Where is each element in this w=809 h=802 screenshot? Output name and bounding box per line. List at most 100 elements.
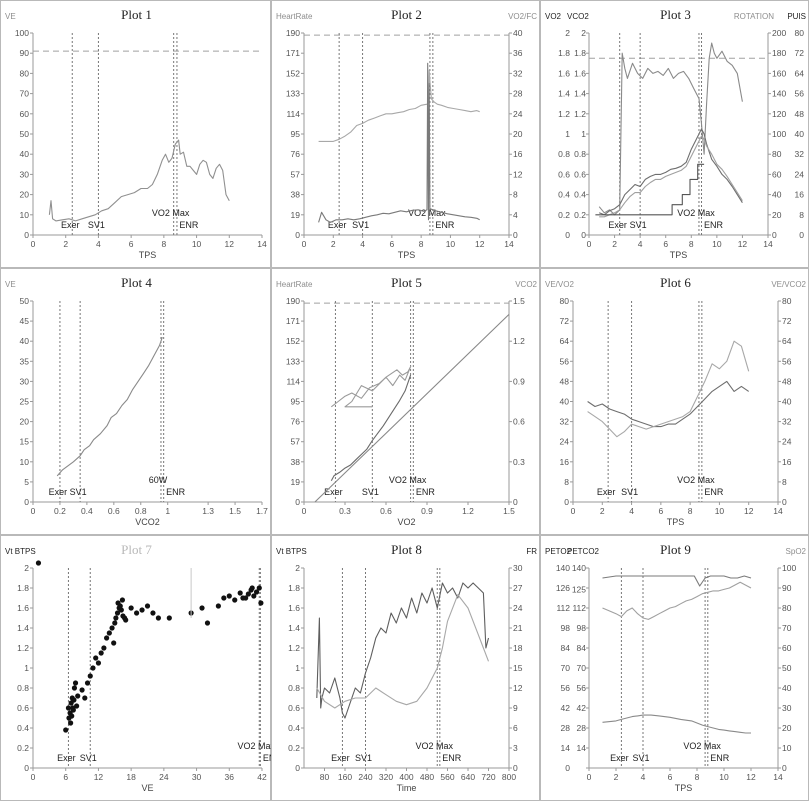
x-tick-label: 14 (773, 506, 783, 516)
y-tick-label: 190 (286, 296, 300, 306)
right-y-tick-label: 0 (513, 763, 518, 773)
data-point (215, 603, 221, 609)
y2-tick-label: 0.2 (574, 210, 586, 220)
right-y-tick-label: 64 (782, 336, 792, 346)
data-point (111, 640, 117, 646)
y-tick-label: 171 (286, 48, 300, 58)
chart-panel-3: Plot 3 VO2 VCO2 ROTATION PUIS 0 0.2 0.4 0.6 0.8 1 1… (540, 0, 809, 268)
y-tick-label: 0 (24, 230, 29, 240)
y2-tick-label: 112 (572, 603, 586, 613)
x-tick-label: 0 (571, 506, 576, 516)
right-y-tick-label: 90 (782, 583, 792, 593)
x-tick-label: 0.8 (135, 506, 147, 516)
y2-tick-label: 70 (577, 663, 587, 673)
right-y-tick-label: 20 (782, 723, 792, 733)
x-tick-label: 6 (129, 239, 134, 249)
right-y-tick-label: 30 (782, 703, 792, 713)
y-tick-label: 112 (556, 603, 570, 613)
right-y2-tick-label: 24 (795, 169, 805, 179)
x-tick-label: 0.6 (380, 506, 392, 516)
chart-panel-8: Plot 8 Vt BTPS FR 0 0.2 0.4 0.6 0.8 1 1.2 1.4 1.6 1.… (271, 535, 540, 801)
x-tick-label: 8 (695, 772, 700, 782)
right-y-tick-label: 18 (513, 643, 523, 653)
right-y-tick-label: 140 (772, 89, 786, 99)
data-point (133, 610, 140, 616)
y-tick-label: 56 (560, 356, 570, 366)
marker-sv1: SV1 (362, 487, 379, 497)
marker-enr: ENR (166, 487, 186, 497)
x-tick-label: 0 (31, 772, 36, 782)
data-point (71, 685, 78, 691)
right-y-tick-label: 36 (513, 48, 523, 58)
marker-exer: Exer (328, 220, 347, 230)
y-tick-label: 0.4 (288, 723, 300, 733)
chart-panel-9: Plot 9 PETO2 PETCO2 SpO2 0 14 28 42 56 70 84 98 112 1… (540, 535, 809, 801)
y-tick-label: 19 (291, 477, 301, 487)
data-point (221, 595, 227, 601)
data-point (75, 693, 81, 699)
x-tick-label: 24 (159, 772, 169, 782)
x-tick-label: 10 (715, 506, 725, 516)
right-y-tick-label: 0 (782, 763, 787, 773)
marker-vo2max: VO2 Max (677, 208, 715, 218)
y2-tick-label: 14 (577, 743, 587, 753)
right-y-tick-label: 20 (513, 129, 523, 139)
x-tick-label: 12 (475, 239, 485, 249)
x-tick-label: 4 (360, 239, 365, 249)
x-tick-label: 800 (502, 772, 516, 782)
data-point (112, 620, 118, 626)
data-point (70, 705, 76, 711)
x-tick-label: 12 (744, 506, 754, 516)
y-tick-label: 0.8 (288, 683, 300, 693)
x-tick-label: 12 (738, 239, 748, 249)
right-y-tick-label: 100 (772, 129, 786, 139)
right-y-tick-label: 27 (513, 583, 523, 593)
right-axis-label: FR (526, 547, 537, 556)
y-tick-label: 70 (561, 663, 571, 673)
marker-enr: ENR (710, 753, 730, 763)
y-tick-label: 0 (24, 763, 29, 773)
right-y-tick-label: 60 (782, 643, 792, 653)
x-tick-label: 0 (587, 772, 592, 782)
marker-exer: Exer (57, 753, 76, 763)
x-axis-label: TPS (670, 250, 688, 260)
x-tick-label: 0.6 (108, 506, 120, 516)
marker-sv1: SV1 (632, 753, 649, 763)
y-tick-label: 38 (291, 190, 301, 200)
y2-tick-label: 1.8 (574, 48, 586, 58)
y-tick-label: 57 (291, 437, 301, 447)
right-y2-tick-label: 64 (795, 68, 805, 78)
y-tick-label: 1.2 (288, 643, 300, 653)
y-tick-label: 95 (291, 129, 301, 139)
y-tick-label: 1.4 (558, 89, 570, 99)
right-y2-tick-label: 56 (795, 89, 805, 99)
series-line-1 (602, 575, 752, 587)
right-y-tick-label: 28 (513, 89, 523, 99)
chart-title: Plot 3 (660, 7, 691, 22)
right-y-tick-label: 180 (772, 48, 786, 58)
x-tick-label: 720 (481, 772, 495, 782)
chart-svg: Plot 5 HeartRate VCO2 0 19 38 57 76 95 114 133 152 1… (276, 275, 538, 527)
data-point (249, 585, 255, 591)
y-tick-label: 1 (565, 129, 570, 139)
marker-sv1: SV1 (80, 753, 97, 763)
y2-tick-label: 42 (577, 703, 587, 713)
y-tick-label: 0 (564, 497, 569, 507)
marker-vo2max: VO2 Max (389, 475, 427, 485)
right-y-tick-label: 40 (513, 28, 523, 38)
y-tick-label: 30 (20, 376, 30, 386)
marker-exer: Exer (49, 487, 68, 497)
y-tick-label: 98 (561, 623, 571, 633)
marker-exer: Exer (610, 753, 629, 763)
x-tick-label: 10 (192, 239, 202, 249)
x-tick-label: 8 (689, 239, 694, 249)
right-y-tick-label: 12 (513, 169, 523, 179)
y-tick-label: 0.2 (288, 743, 300, 753)
x-tick-label: 12 (94, 772, 104, 782)
x-tick-label: 6 (663, 239, 668, 249)
marker-vo2max: 60W (149, 475, 168, 485)
data-point (68, 720, 74, 726)
chart-panel-5: Plot 5 HeartRate VCO2 0 19 38 57 76 95 114 133 152 1… (271, 268, 540, 535)
right-y-tick-label: 0 (513, 497, 518, 507)
